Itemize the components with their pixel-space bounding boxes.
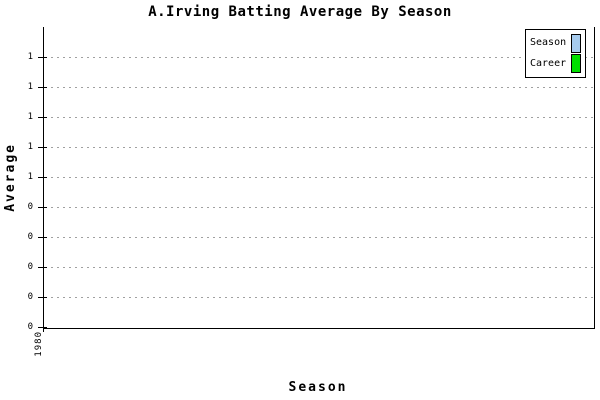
- legend-item-career: Career: [530, 54, 581, 74]
- y-tick-label: 0: [27, 322, 33, 332]
- gridline: [45, 297, 594, 298]
- x-axis-label: Season: [288, 380, 348, 395]
- y-tick-label: 0: [27, 232, 33, 242]
- gridline: [45, 267, 594, 268]
- y-tick-label: 0: [27, 292, 33, 302]
- y-tick-mark: [38, 57, 47, 58]
- legend: Season Career: [525, 29, 586, 78]
- gridline: [45, 57, 594, 58]
- y-tick-label: 1: [27, 172, 33, 182]
- y-tick-label: 1: [27, 142, 33, 152]
- chart-title: A.Irving Batting Average By Season: [148, 4, 452, 20]
- gridline: [45, 147, 594, 148]
- y-tick-label: 1: [27, 52, 33, 62]
- x-tick-mark: [43, 328, 44, 332]
- y-tick-mark: [38, 177, 47, 178]
- gridline: [45, 87, 594, 88]
- y-tick-label: 1: [27, 82, 33, 92]
- legend-item-season: Season: [530, 33, 581, 53]
- y-tick-label: 1: [27, 112, 33, 122]
- legend-label-career: Career: [530, 57, 567, 69]
- gridline: [45, 207, 594, 208]
- y-tick-mark: [38, 117, 47, 118]
- y-tick-mark: [38, 87, 47, 88]
- y-tick-mark: [38, 237, 47, 238]
- y-tick-mark: [38, 297, 47, 298]
- plot-area: 1 1 1 1 1 0 0 0 0 0: [28, 27, 595, 332]
- y-tick-label: 0: [27, 202, 33, 212]
- x-tick-label-1980: 1980: [34, 331, 44, 360]
- gridline: [45, 237, 594, 238]
- y-tick-label: 0: [27, 262, 33, 272]
- x-tick-label-text: 1980: [34, 331, 44, 357]
- legend-swatch-season-icon: [571, 33, 581, 53]
- y-tick-mark: [38, 327, 47, 328]
- legend-swatch-career-icon: [571, 54, 581, 74]
- y-tick-mark: [38, 267, 47, 268]
- gridline: [45, 117, 594, 118]
- y-tick-mark: [38, 207, 47, 208]
- legend-label-season: Season: [530, 37, 567, 49]
- y-tick-mark: [38, 147, 47, 148]
- gridline: [45, 177, 594, 178]
